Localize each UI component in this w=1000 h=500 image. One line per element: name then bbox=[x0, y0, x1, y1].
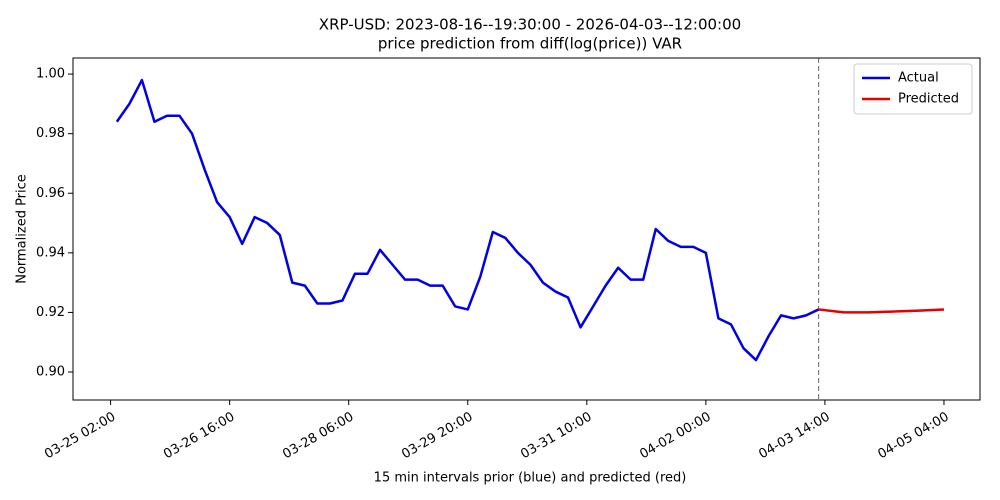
chart-title: XRP-USD: 2023-08-16--19:30:00 - 2026-04-… bbox=[319, 16, 741, 34]
x-tick-label: 04-02 00:00 bbox=[637, 410, 713, 463]
x-tick-label: 03-25 02:00 bbox=[42, 410, 118, 463]
x-tick-label: 03-31 10:00 bbox=[518, 410, 594, 463]
legend-label: Predicted bbox=[898, 92, 959, 107]
y-axis-label: Normalized Price bbox=[15, 174, 30, 284]
y-tick-label: 0.90 bbox=[36, 364, 65, 379]
y-tick-label: 0.92 bbox=[36, 305, 65, 320]
data-line bbox=[818, 308, 945, 314]
legend-box bbox=[853, 63, 973, 115]
x-tick-label: 04-05 04:00 bbox=[875, 410, 951, 463]
x-axis-label: 15 min intervals prior (blue) and predic… bbox=[374, 471, 687, 486]
legend-label: Actual bbox=[898, 71, 939, 86]
x-tick-label: 03-29 20:00 bbox=[399, 410, 475, 463]
y-tick-label: 1.00 bbox=[36, 67, 65, 82]
y-tick-label: 0.98 bbox=[36, 126, 65, 141]
y-tick-label: 0.96 bbox=[36, 186, 65, 201]
data-line bbox=[115, 78, 820, 362]
x-tick-label: 03-26 16:00 bbox=[161, 410, 237, 463]
chart-subtitle: price prediction from diff(log(price)) V… bbox=[378, 35, 682, 53]
plot-frame bbox=[72, 57, 981, 401]
y-tick-label: 0.94 bbox=[36, 245, 65, 260]
x-tick-label: 04-03 14:00 bbox=[756, 410, 832, 463]
x-tick-label: 03-28 06:00 bbox=[280, 410, 356, 463]
